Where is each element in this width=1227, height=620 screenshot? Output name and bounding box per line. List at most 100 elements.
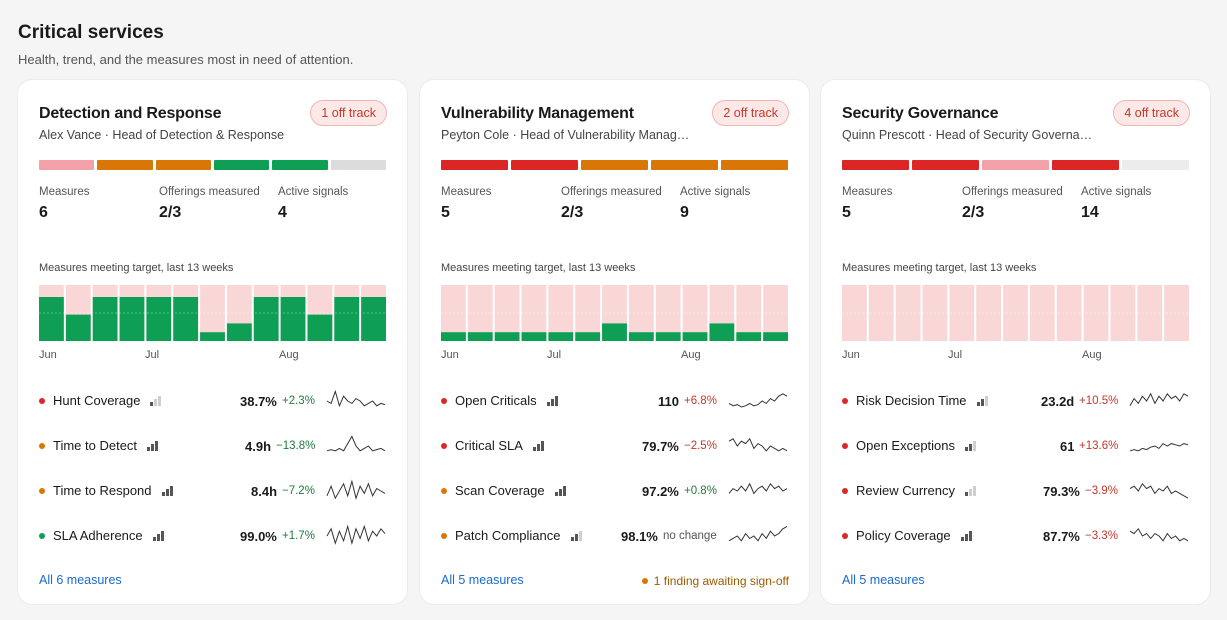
measure-row[interactable]: Review Currency 79.3% −3.9% — [842, 470, 1189, 515]
status-dot — [39, 533, 45, 539]
sparkline — [326, 435, 386, 452]
measure-row[interactable]: Policy Coverage 87.7% −3.3% — [842, 515, 1189, 560]
trend-bar — [494, 332, 520, 341]
stat-label: Active signals — [278, 186, 349, 198]
stat-value: 5 — [842, 204, 851, 221]
trend-bar — [763, 332, 788, 341]
measure-row[interactable]: SLA Adherence 99.0% +1.7% — [39, 515, 386, 560]
stat-value: 4 — [278, 204, 287, 221]
trend-chart — [842, 285, 1189, 341]
measure-name[interactable]: Scan Coverage — [455, 483, 545, 498]
sparkline-line — [326, 524, 386, 546]
stat-label: Active signals — [1081, 186, 1152, 198]
sparkline — [326, 389, 386, 408]
measure-name[interactable]: Critical SLA — [455, 438, 523, 453]
sparkline — [1129, 527, 1189, 542]
signal-bars-icon — [150, 396, 161, 406]
measure-name[interactable]: Policy Coverage — [856, 528, 951, 543]
measure-name[interactable]: Patch Compliance — [455, 528, 561, 543]
stat-offerings: Offerings measured 2/3 — [159, 186, 260, 222]
measure-name[interactable]: Time to Respond — [53, 483, 152, 498]
measure-name[interactable]: Time to Detect — [53, 438, 138, 453]
stats: Measures 5 Offerings measured 2/3 Active sig… — [441, 186, 801, 226]
measure-row[interactable]: Scan Coverage 97.2% +0.8% — [441, 470, 788, 515]
stat-signals: Active signals 14 — [1081, 186, 1151, 222]
measure-value: 79.3% — [1043, 484, 1080, 499]
trend-bar — [92, 297, 118, 341]
measure-value: 38.7% — [240, 394, 277, 409]
stat-label: Measures — [842, 186, 893, 198]
sparkline-line — [326, 479, 386, 500]
health-segment — [97, 160, 153, 170]
status-dot — [842, 398, 848, 404]
stat-value: 2/3 — [159, 204, 182, 221]
measure-name[interactable]: Risk Decision Time — [856, 393, 967, 408]
measure-name[interactable]: Open Exceptions — [856, 438, 956, 453]
trend-week-bg — [868, 285, 894, 341]
off-track-badge[interactable]: 4 off track — [1113, 100, 1190, 126]
signoff-note[interactable]: 1 finding awaiting sign-off — [641, 574, 789, 588]
measure-name[interactable]: SLA Adherence — [53, 528, 143, 543]
health-segment — [842, 160, 909, 170]
off-track-badge[interactable]: 1 off track — [310, 100, 387, 126]
measure-change: +6.8% — [684, 395, 717, 407]
off-track-badge[interactable]: 2 off track — [712, 100, 789, 126]
measure-row[interactable]: Time to Respond 8.4h −7.2% — [39, 470, 386, 515]
card-owner: Peyton Cole · Head of Vulnerability Mana… — [441, 128, 690, 142]
measure-name[interactable]: Hunt Coverage — [53, 393, 141, 408]
health-segment — [39, 160, 95, 170]
month-label: Jul — [948, 349, 963, 361]
measure-row[interactable]: Hunt Coverage 38.7% +2.3% — [39, 380, 386, 425]
health-segment — [912, 160, 979, 170]
sparkline — [326, 524, 386, 546]
health-segment — [155, 160, 211, 170]
health-segment — [441, 160, 508, 170]
sparkline-line — [1129, 527, 1189, 542]
measure-value: 110 — [658, 394, 679, 409]
trend-week-bg — [1056, 285, 1082, 341]
trend-week-bg — [976, 285, 1002, 341]
stat-label: Measures — [441, 186, 492, 198]
stat-value: 2/3 — [561, 204, 584, 221]
measure-row[interactable]: Critical SLA 79.7% −2.5% — [441, 425, 788, 470]
measure-row[interactable]: Time to Detect 4.9h −13.8% — [39, 425, 386, 470]
all-measures-link[interactable]: All 6 measures — [39, 573, 122, 587]
measure-row[interactable]: Patch Compliance 98.1% no change — [441, 515, 788, 560]
measure-change: −13.8% — [276, 440, 316, 452]
measure-change: +2.3% — [282, 395, 315, 407]
signal-bars-icon — [162, 486, 173, 496]
sparkline — [1129, 392, 1189, 407]
measure-change: −2.5% — [684, 440, 717, 452]
stat-value: 14 — [1081, 204, 1099, 221]
month-label: Jun — [441, 349, 459, 361]
trend-label: Measures meeting target, last 13 weeks — [842, 262, 1037, 274]
all-measures-link[interactable]: All 5 measures — [842, 573, 925, 587]
trend-bar — [253, 297, 279, 341]
trend-bar — [146, 297, 172, 341]
trend-bar — [307, 314, 333, 341]
stat-label: Active signals — [680, 186, 751, 198]
status-dot — [441, 398, 447, 404]
sparkline — [728, 525, 788, 542]
signal-bars-icon — [571, 531, 582, 541]
measure-name[interactable]: Review Currency — [856, 483, 955, 498]
measure-row[interactable]: Open Criticals 110 +6.8% — [441, 380, 788, 425]
measure-change: +10.5% — [1079, 395, 1119, 407]
trend-label: Measures meeting target, last 13 weeks — [39, 262, 234, 274]
trend-bar — [200, 332, 225, 341]
stat-label: Offerings measured — [159, 186, 260, 198]
measure-change: +13.6% — [1079, 440, 1119, 452]
health-bar — [441, 160, 788, 170]
measure-value: 61 — [1060, 439, 1075, 454]
stat-measures: Measures 5 — [441, 186, 492, 222]
measure-change: +1.7% — [282, 530, 315, 542]
health-segment — [511, 160, 578, 170]
measure-row[interactable]: Open Exceptions 61 +13.6% — [842, 425, 1189, 470]
signal-bars-icon — [555, 486, 566, 496]
card-title: Vulnerability Management — [441, 105, 634, 122]
sparkline — [1129, 482, 1189, 499]
measure-name[interactable]: Open Criticals — [455, 393, 537, 408]
measure-row[interactable]: Risk Decision Time 23.2d +10.5% — [842, 380, 1189, 425]
sparkline — [728, 437, 788, 452]
all-measures-link[interactable]: All 5 measures — [441, 573, 524, 587]
